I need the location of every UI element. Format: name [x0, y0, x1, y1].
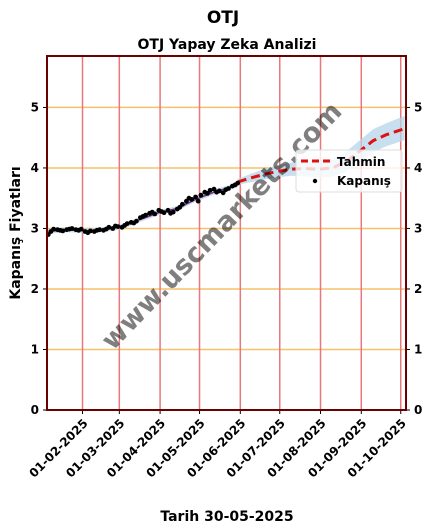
closing-point: [180, 201, 185, 207]
closing-point: [216, 188, 222, 194]
y-tick-label: 4: [31, 161, 39, 175]
closing-point: [124, 221, 130, 227]
x-axis-label: Tarih 30-05-2025: [160, 509, 293, 525]
vertical-gridlines: [81, 56, 402, 410]
chart-suptitle: OTJ: [207, 8, 239, 28]
closing-point: [106, 224, 112, 230]
closing-point: [60, 228, 66, 234]
y-axis-label: Kapanış Fiyatları: [8, 166, 24, 299]
y-tick-label-right: 2: [414, 282, 422, 296]
closing-point: [198, 192, 204, 198]
closing-point: [170, 209, 176, 215]
closing-points: [45, 180, 241, 237]
y-ticks-right: 0 1 2 3 4 5: [406, 100, 422, 417]
legend-box: [295, 149, 403, 193]
y-tick-label-right: 4: [414, 161, 422, 175]
closing-point: [195, 198, 201, 204]
closing-point: [115, 224, 121, 230]
y-tick-label-right: 0: [414, 403, 422, 417]
forecast-line: [237, 127, 406, 184]
y-tick-label-right: 1: [414, 342, 422, 356]
y-tick-label-right: 3: [414, 221, 422, 235]
forecast-confidence-band: [237, 115, 405, 185]
closing-point: [88, 228, 93, 234]
closing-point: [51, 226, 56, 232]
closing-point: [152, 211, 158, 217]
closing-point: [97, 227, 102, 233]
chart-title: OTJ Yapay Zeka Analizi: [138, 37, 317, 53]
closing-point: [189, 197, 195, 202]
y-tick-label: 2: [31, 282, 39, 296]
closing-point: [193, 194, 199, 200]
x-ticks: 01-02-202501-03-202501-04-202501-05-2025…: [26, 410, 409, 480]
y-tick-label: 3: [31, 221, 39, 235]
legend-closing-swatch: [312, 178, 318, 184]
legend-closing-label: Kapanış: [337, 174, 391, 188]
closing-point: [205, 191, 210, 196]
plot-frame: [46, 55, 407, 411]
y-tick-label: 1: [31, 342, 39, 356]
y-tick-label-right: 5: [414, 100, 422, 114]
legend-forecast-label: Tahmin: [337, 155, 385, 169]
y-ticks-left: 0 1 2 3 4 5: [31, 100, 47, 417]
closing-point: [161, 210, 167, 216]
closing-point: [235, 180, 241, 186]
closing-point: [78, 226, 84, 232]
closing-point: [134, 218, 139, 224]
y-tick-label: 5: [31, 100, 39, 114]
y-tick-label: 0: [31, 403, 39, 417]
closing-point: [143, 212, 149, 218]
closing-point: [226, 186, 231, 191]
legend: Tahmin Kapanış: [295, 149, 403, 193]
closing-point: [69, 226, 75, 231]
closing-point: [207, 187, 213, 193]
watermark-text: www.uscmarkets.com: [95, 96, 348, 356]
